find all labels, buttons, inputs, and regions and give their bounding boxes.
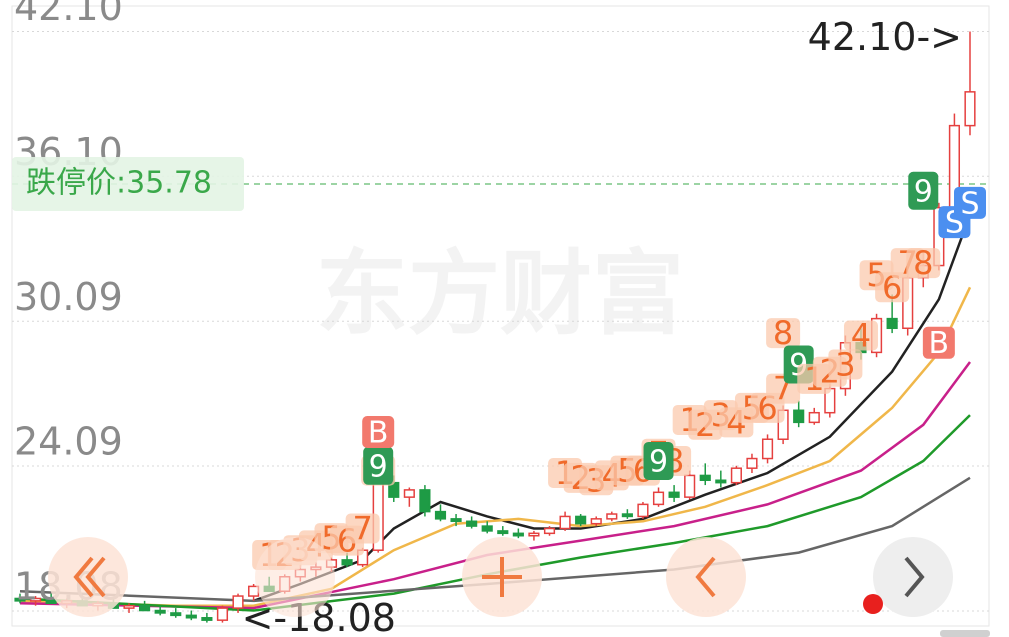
prev-icon — [695, 556, 716, 598]
signal-label: 4 — [851, 317, 871, 355]
signal-box — [766, 318, 801, 349]
signal-box — [362, 416, 395, 449]
candle-body — [808, 411, 820, 424]
indicator-dot — [863, 594, 883, 614]
y-tick-label: 42.10 — [14, 0, 123, 29]
candle-body — [419, 489, 431, 513]
scroll-bar[interactable] — [940, 630, 990, 637]
candle-body — [450, 518, 462, 523]
candle-body — [559, 515, 571, 530]
y-tick-label: 24.09 — [14, 420, 123, 464]
prev-button[interactable] — [666, 537, 746, 617]
candle-body — [684, 474, 696, 498]
signal-label: 9 — [649, 444, 668, 479]
crosshair-icon — [482, 557, 522, 597]
candle-body — [232, 595, 244, 609]
max-label: 42.10-> — [808, 15, 962, 59]
candle-body — [528, 532, 540, 537]
limit-label-bg — [12, 157, 244, 212]
signal-box — [908, 171, 939, 210]
signal-box — [906, 248, 941, 279]
candle-body — [793, 409, 805, 424]
signal-box — [643, 441, 674, 480]
candle-body — [575, 515, 587, 525]
candle-body — [590, 518, 602, 525]
next-icon — [904, 556, 925, 598]
limit-label: 跌停价:35.78 — [26, 166, 212, 201]
candle-body — [154, 609, 166, 614]
signal-label: 8 — [773, 314, 793, 352]
signal-label: 7 — [352, 510, 372, 548]
watermark: 东方财富 — [316, 240, 684, 347]
candle-body — [964, 91, 976, 127]
signal-box — [828, 349, 863, 380]
candle-body — [699, 474, 711, 482]
candle-body — [29, 597, 42, 602]
signal-label: 9 — [369, 449, 388, 484]
candle-body — [606, 513, 618, 520]
rewind-icon — [73, 556, 106, 598]
candle-body — [637, 503, 649, 518]
candle-body — [652, 491, 665, 506]
candle-body — [341, 559, 353, 566]
candle-body — [14, 597, 26, 602]
candle-body — [715, 479, 727, 484]
signal-label: 8 — [913, 244, 933, 282]
candle-body — [668, 491, 680, 498]
candle-body — [543, 527, 556, 535]
signal-box — [843, 320, 878, 351]
candle-body — [123, 604, 135, 609]
candle-body — [185, 614, 197, 619]
candle-body — [886, 317, 898, 330]
plot-frame — [11, 5, 990, 627]
candle-body — [201, 617, 213, 621]
signal-box — [363, 446, 394, 485]
signal-box — [875, 272, 910, 303]
candle-body — [761, 438, 774, 460]
signal-label: 3 — [835, 345, 855, 383]
signal-box — [922, 326, 955, 359]
candle-body — [497, 530, 509, 535]
y-tick-label: 30.09 — [14, 275, 123, 319]
candle-body — [466, 520, 478, 527]
candle-body — [621, 513, 633, 518]
candle-body — [512, 532, 524, 537]
candle-body — [170, 612, 182, 617]
candle-body — [434, 510, 447, 520]
signal-box — [345, 513, 380, 544]
back-button[interactable] — [255, 537, 335, 617]
signal-label: B — [929, 326, 950, 361]
controls — [48, 537, 990, 637]
next-button[interactable] — [873, 537, 953, 617]
candle-body — [216, 607, 229, 621]
candle-body — [403, 489, 415, 498]
candle-body — [481, 525, 493, 532]
candle-body — [746, 457, 758, 469]
signal-label: 9 — [914, 174, 933, 209]
candle-body — [139, 604, 151, 612]
signal-label: B — [368, 416, 389, 451]
signal-label: S — [960, 186, 979, 221]
candle-body — [730, 467, 742, 484]
signal-box — [954, 186, 986, 219]
grid — [12, 31, 989, 612]
